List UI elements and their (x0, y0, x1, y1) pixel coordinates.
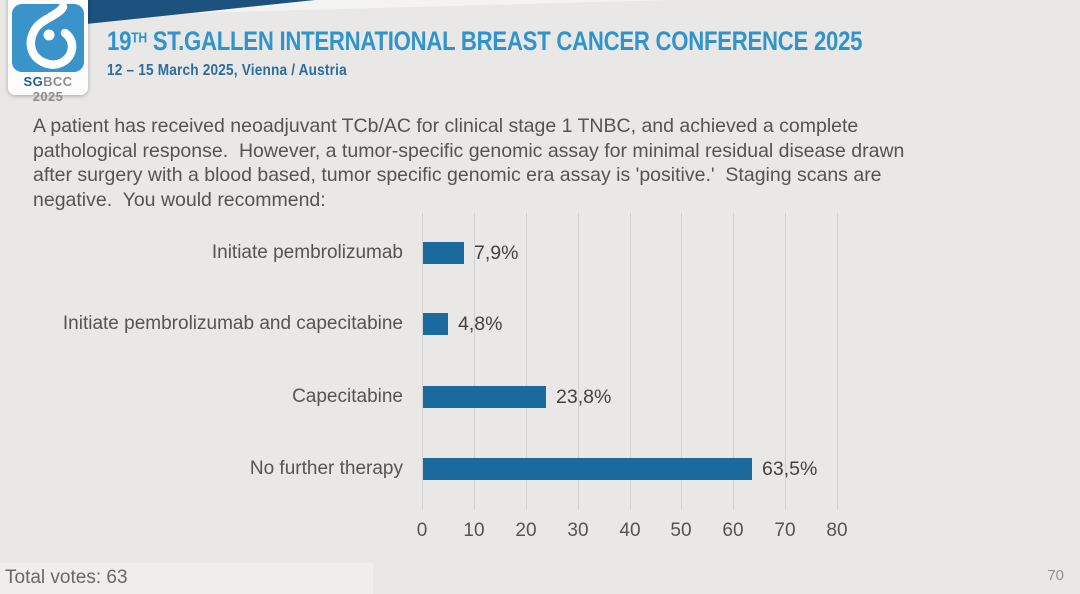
category-label: No further therapy (249, 458, 403, 479)
total-votes-box (0, 563, 373, 594)
gridline (474, 213, 475, 510)
x-tick-label: 70 (774, 520, 796, 541)
conference-subtitle: 12 – 15 March 2025, Vienna / Austria (107, 62, 347, 79)
title-prefix: 19 (107, 26, 132, 56)
value-label: 4,8% (458, 313, 503, 335)
value-label: 23,8% (556, 386, 612, 408)
category-label: Initiate pembrolizumab and capecitabine (62, 313, 403, 334)
question-line: A patient has received neoadjuvant TCb/A… (33, 115, 859, 137)
header: 19TH ST.GALLEN INTERNATIONAL BREAST CANC… (107, 26, 1028, 80)
gridline (785, 213, 786, 510)
x-tick-label: 50 (670, 520, 692, 541)
question-line: pathological response. However, a tumor-… (33, 139, 905, 162)
logo-text-rest: BCC 2025 (32, 74, 73, 104)
category-label: Initiate pembrolizumab (211, 242, 403, 263)
gridline (630, 213, 631, 510)
x-tick-label: 80 (826, 520, 848, 541)
total-votes-label: Total votes: 63 (5, 567, 128, 588)
x-tick-label: 40 (619, 520, 641, 541)
title-ordinal: TH (131, 30, 147, 47)
question-line: negative. You would recommend: (33, 188, 326, 211)
x-tick-label: 30 (567, 520, 589, 541)
x-tick-label: 20 (515, 520, 537, 541)
bar (423, 313, 448, 335)
x-tick-label: 60 (722, 520, 744, 541)
title-rest: ST.GALLEN INTERNATIONAL BREAST CANCER CO… (146, 26, 863, 56)
breast-icon (26, 4, 77, 69)
sgbcc-logo-text: SGBCC 2025 (8, 74, 88, 104)
gridline (681, 213, 682, 510)
conference-title: 19TH ST.GALLEN INTERNATIONAL BREAST CANC… (107, 26, 862, 57)
bar (423, 458, 752, 480)
x-tick-label: 0 (416, 520, 428, 541)
gridline (578, 213, 579, 510)
question-text: A patient has received neoadjuvant TCb/A… (33, 114, 1053, 212)
page-number: 70 (1047, 567, 1064, 584)
gridline (526, 213, 527, 510)
sgbcc-logo-mark (12, 4, 84, 72)
gridline (837, 213, 838, 510)
x-tick-label: 10 (463, 520, 485, 541)
logo-text-sg: SG (23, 74, 44, 89)
category-label: Capecitabine (292, 386, 403, 407)
bar (423, 386, 546, 408)
value-label: 7,9% (474, 242, 519, 264)
header-diagonal-navy (86, 0, 315, 24)
sgbcc-logo: SGBCC 2025 (8, 0, 88, 104)
gridline (733, 213, 734, 510)
value-label: 63,5% (762, 458, 818, 480)
bar-chart: 0 10 20 30 40 50 60 70 80 Initiate pembrolizumab 7… (63, 213, 848, 541)
question-line: after surgery with a blood based, tumor … (33, 164, 882, 186)
gridline (422, 213, 423, 510)
bar (423, 242, 464, 264)
